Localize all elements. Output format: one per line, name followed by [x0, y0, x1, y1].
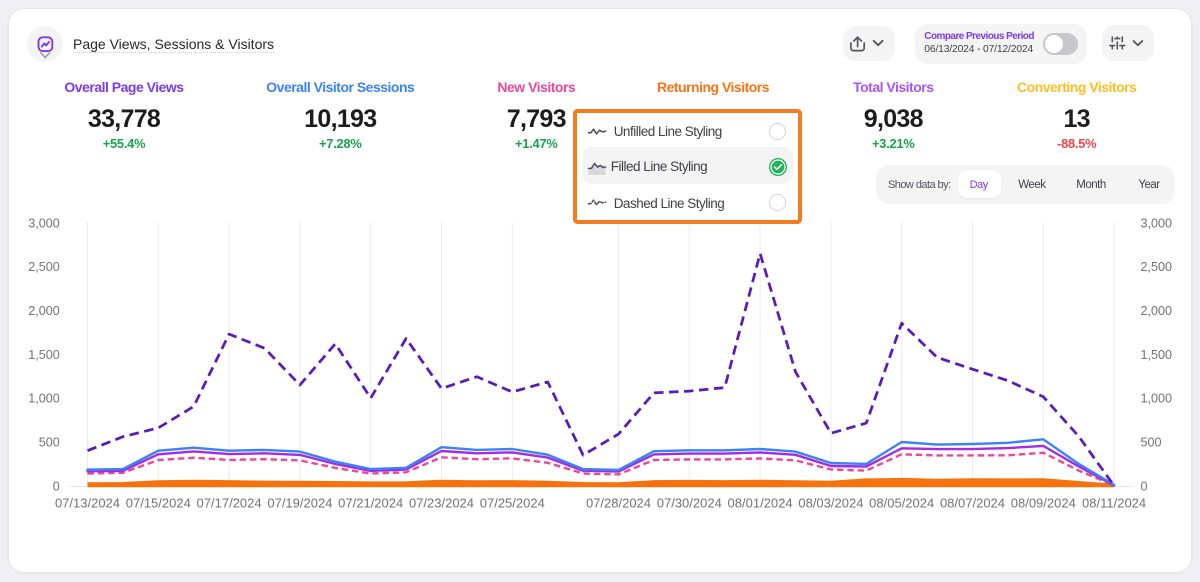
svg-text:08/11/2024: 08/11/2024 [1082, 496, 1146, 511]
svg-text:07/30/2024: 07/30/2024 [657, 496, 722, 511]
svg-text:1,000: 1,000 [28, 392, 60, 406]
svg-text:500: 500 [39, 436, 60, 450]
svg-text:500: 500 [1141, 436, 1162, 450]
svg-text:2,500: 2,500 [1141, 260, 1173, 274]
svg-text:07/28/2024: 07/28/2024 [586, 496, 651, 511]
svg-text:08/01/2024: 08/01/2024 [728, 496, 793, 511]
svg-text:3,000: 3,000 [1141, 216, 1173, 230]
svg-text:2,000: 2,000 [28, 304, 60, 318]
svg-text:07/21/2024: 07/21/2024 [338, 496, 403, 511]
svg-text:07/19/2024: 07/19/2024 [267, 496, 332, 511]
svg-text:07/13/2024: 07/13/2024 [55, 496, 120, 511]
svg-text:2,500: 2,500 [28, 260, 60, 274]
svg-text:07/15/2024: 07/15/2024 [126, 496, 191, 511]
svg-text:08/05/2024: 08/05/2024 [869, 496, 934, 511]
svg-text:2,000: 2,000 [1141, 304, 1173, 318]
svg-text:0: 0 [1141, 479, 1148, 493]
svg-text:1,000: 1,000 [1141, 392, 1173, 406]
svg-text:08/03/2024: 08/03/2024 [798, 496, 863, 511]
svg-text:1,500: 1,500 [1141, 348, 1173, 362]
svg-text:0: 0 [53, 479, 60, 493]
svg-text:1,500: 1,500 [28, 348, 60, 362]
svg-text:07/23/2024: 07/23/2024 [409, 496, 474, 511]
svg-text:07/25/2024: 07/25/2024 [480, 496, 545, 511]
svg-text:3,000: 3,000 [28, 216, 60, 230]
svg-text:08/09/2024: 08/09/2024 [1011, 496, 1076, 511]
svg-text:08/07/2024: 08/07/2024 [940, 496, 1005, 511]
svg-text:07/17/2024: 07/17/2024 [197, 496, 262, 511]
